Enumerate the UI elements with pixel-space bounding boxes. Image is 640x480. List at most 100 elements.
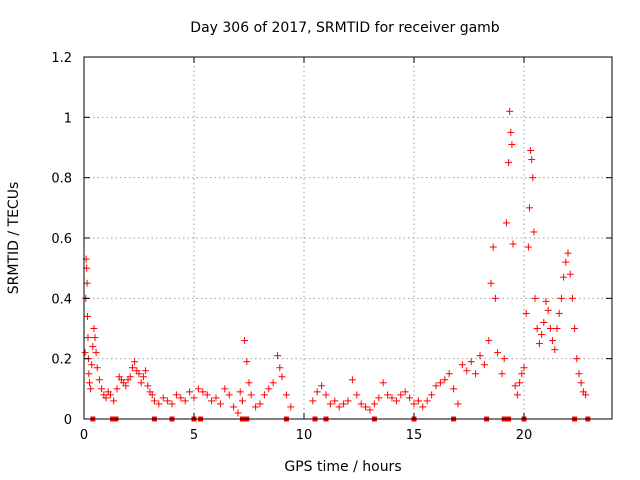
data-point	[326, 400, 334, 408]
y-tick-label: 0.8	[51, 172, 72, 187]
data-point	[110, 397, 118, 405]
data-point	[498, 370, 506, 378]
data-point	[181, 397, 189, 405]
data-point	[344, 397, 352, 405]
data-point	[485, 337, 493, 345]
data-point	[480, 361, 488, 369]
data-point	[397, 391, 405, 399]
data-point	[93, 364, 101, 372]
data-point	[366, 406, 374, 414]
data-point	[445, 370, 453, 378]
data-point	[335, 403, 343, 411]
data-point	[513, 391, 521, 399]
data-point	[406, 394, 414, 402]
data-point	[573, 355, 581, 363]
data-point	[203, 391, 211, 399]
data-point	[91, 334, 99, 342]
data-point	[137, 379, 145, 387]
data-point	[566, 270, 574, 278]
data-point	[527, 147, 535, 155]
y-tick-label: 1.2	[51, 51, 72, 66]
data-point	[531, 294, 539, 302]
data-point	[84, 312, 92, 320]
data-point	[269, 379, 277, 387]
grid-lines	[84, 57, 612, 419]
y-tick-label: 0.4	[51, 292, 72, 307]
data-point	[245, 379, 253, 387]
data-point	[357, 400, 365, 408]
data-point	[577, 379, 585, 387]
data-point	[432, 382, 440, 390]
data-point	[287, 403, 295, 411]
data-point	[243, 358, 251, 366]
data-point	[568, 294, 576, 302]
data-point	[489, 243, 497, 251]
data-point	[340, 400, 348, 408]
data-point	[458, 361, 466, 369]
data-point	[419, 403, 427, 411]
data-point	[89, 343, 97, 351]
data-point	[494, 349, 502, 357]
data-point	[252, 403, 260, 411]
data-point	[86, 379, 93, 387]
data-point	[562, 258, 570, 266]
data-point	[164, 397, 172, 405]
data-point	[238, 397, 246, 405]
y-tick-label: 1	[64, 111, 72, 126]
data-point	[379, 379, 387, 387]
data-point	[148, 391, 156, 399]
data-point	[98, 385, 106, 393]
data-point	[216, 400, 224, 408]
data-point	[551, 346, 559, 354]
data-point	[150, 397, 158, 405]
data-point	[274, 352, 282, 360]
data-point	[90, 325, 98, 332]
data-point	[225, 391, 233, 399]
data-point	[511, 382, 519, 390]
axes	[83, 56, 613, 420]
data-point	[575, 370, 583, 378]
chart-title: Day 306 of 2017, SRMTID for receiver gam…	[190, 20, 500, 36]
data-point	[544, 306, 552, 314]
y-tick-label: 0.6	[51, 232, 72, 247]
data-point	[84, 334, 92, 342]
data-point	[318, 382, 326, 390]
data-point	[142, 367, 150, 375]
data-point	[542, 297, 550, 305]
data-point	[208, 397, 216, 405]
data-point	[194, 385, 202, 393]
data-point	[95, 376, 103, 384]
data-point	[502, 219, 510, 227]
data-point	[247, 391, 255, 399]
data-point	[487, 279, 495, 287]
data-point	[441, 376, 449, 384]
data-point	[155, 400, 163, 408]
data-point	[168, 400, 176, 408]
data-point	[92, 349, 100, 357]
data-point	[241, 337, 249, 345]
data-point	[113, 385, 121, 393]
data-point	[535, 340, 543, 348]
data-point	[516, 379, 524, 387]
data-point	[582, 391, 590, 399]
y-tick-label: 0.2	[51, 353, 72, 368]
data-point	[450, 385, 458, 393]
data-point	[87, 385, 95, 393]
data-point	[518, 370, 526, 378]
data-point	[533, 325, 541, 332]
data-point	[190, 394, 198, 402]
x-tick-label: 0	[80, 428, 88, 443]
data-point	[122, 382, 130, 390]
data-point	[476, 352, 484, 360]
data-point	[530, 228, 538, 236]
data-point	[322, 391, 330, 399]
data-point	[106, 391, 114, 399]
data-point	[555, 309, 563, 317]
data-point	[139, 373, 147, 381]
data-point	[529, 174, 537, 182]
data-point	[276, 364, 284, 372]
data-point	[509, 240, 517, 248]
data-point	[81, 349, 89, 357]
data-point	[172, 391, 180, 399]
